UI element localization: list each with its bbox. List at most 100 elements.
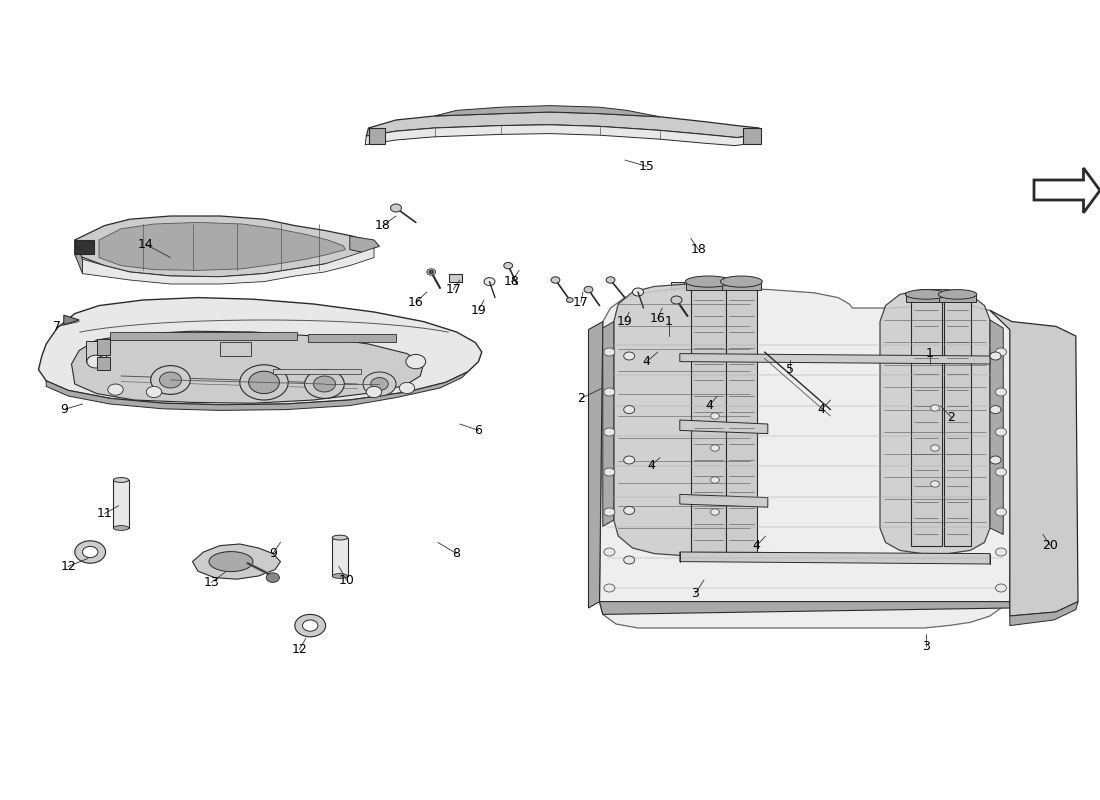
Polygon shape [82, 248, 374, 284]
Circle shape [551, 277, 560, 283]
Ellipse shape [720, 276, 762, 287]
Circle shape [584, 286, 593, 293]
Text: 7: 7 [53, 320, 62, 333]
Circle shape [249, 371, 279, 394]
Text: 15: 15 [639, 160, 654, 173]
Circle shape [990, 406, 1001, 414]
Circle shape [566, 298, 573, 302]
Polygon shape [614, 284, 757, 556]
Text: 19: 19 [617, 315, 632, 328]
Circle shape [160, 372, 182, 388]
Text: 12: 12 [292, 643, 307, 656]
Ellipse shape [905, 290, 947, 299]
Polygon shape [691, 286, 726, 552]
Bar [308, 334, 396, 342]
Circle shape [295, 614, 326, 637]
Circle shape [604, 508, 615, 516]
Polygon shape [990, 320, 1003, 534]
Text: 18: 18 [504, 275, 519, 288]
Circle shape [504, 262, 513, 269]
Circle shape [996, 388, 1006, 396]
Circle shape [990, 456, 1001, 464]
Polygon shape [64, 315, 79, 325]
Polygon shape [39, 298, 482, 405]
Text: 2: 2 [947, 411, 956, 424]
Circle shape [266, 573, 279, 582]
Circle shape [996, 548, 1006, 556]
Text: 1: 1 [664, 315, 673, 328]
Polygon shape [906, 294, 946, 302]
Polygon shape [72, 331, 424, 403]
Text: 14: 14 [138, 238, 153, 250]
Circle shape [302, 620, 318, 631]
Polygon shape [449, 274, 462, 282]
Text: 9: 9 [59, 403, 68, 416]
Bar [273, 369, 361, 374]
Circle shape [371, 378, 388, 390]
Circle shape [366, 386, 382, 398]
Text: 1: 1 [925, 347, 934, 360]
Circle shape [604, 548, 615, 556]
Circle shape [484, 278, 495, 286]
Polygon shape [726, 286, 757, 552]
Circle shape [711, 445, 719, 451]
Polygon shape [680, 494, 768, 507]
Circle shape [996, 468, 1006, 476]
Polygon shape [46, 372, 468, 410]
Circle shape [87, 355, 104, 368]
Polygon shape [366, 112, 761, 138]
Polygon shape [368, 128, 385, 144]
Polygon shape [350, 236, 380, 254]
Circle shape [624, 506, 635, 514]
Text: 17: 17 [446, 283, 461, 296]
Circle shape [996, 428, 1006, 436]
Circle shape [151, 366, 190, 394]
Circle shape [711, 477, 719, 483]
Polygon shape [588, 322, 603, 608]
Circle shape [604, 468, 615, 476]
Text: 4: 4 [817, 403, 826, 416]
Text: 9: 9 [268, 547, 277, 560]
Polygon shape [944, 300, 971, 546]
Text: 19: 19 [471, 304, 486, 317]
Polygon shape [75, 216, 374, 277]
Polygon shape [1010, 602, 1078, 626]
Polygon shape [911, 300, 942, 546]
Text: 4: 4 [752, 539, 761, 552]
Text: 3: 3 [691, 587, 700, 600]
Circle shape [671, 296, 682, 304]
Circle shape [624, 406, 635, 414]
Circle shape [624, 352, 635, 360]
Text: 4: 4 [642, 355, 651, 368]
Text: 16: 16 [650, 312, 666, 325]
Polygon shape [600, 288, 1012, 628]
Polygon shape [990, 310, 1078, 616]
Text: 2: 2 [576, 392, 585, 405]
Polygon shape [880, 290, 990, 554]
Polygon shape [680, 354, 990, 364]
Text: 20: 20 [1043, 539, 1058, 552]
Polygon shape [722, 282, 761, 290]
Circle shape [931, 405, 939, 411]
Circle shape [604, 388, 615, 396]
Text: 18: 18 [691, 243, 706, 256]
Circle shape [429, 270, 433, 274]
Text: 4: 4 [647, 459, 656, 472]
Circle shape [990, 352, 1001, 360]
Circle shape [604, 428, 615, 436]
Text: 16: 16 [408, 296, 424, 309]
Text: 6: 6 [474, 424, 483, 437]
Ellipse shape [209, 552, 253, 571]
Text: 17: 17 [573, 296, 588, 309]
Text: 4: 4 [705, 399, 714, 412]
Bar [97, 357, 110, 370]
Circle shape [399, 382, 415, 394]
Ellipse shape [113, 478, 129, 482]
Circle shape [711, 509, 719, 515]
Circle shape [305, 370, 344, 398]
Bar [97, 339, 110, 355]
Polygon shape [695, 284, 708, 292]
Circle shape [931, 481, 939, 487]
Ellipse shape [332, 535, 348, 540]
Circle shape [427, 269, 436, 275]
